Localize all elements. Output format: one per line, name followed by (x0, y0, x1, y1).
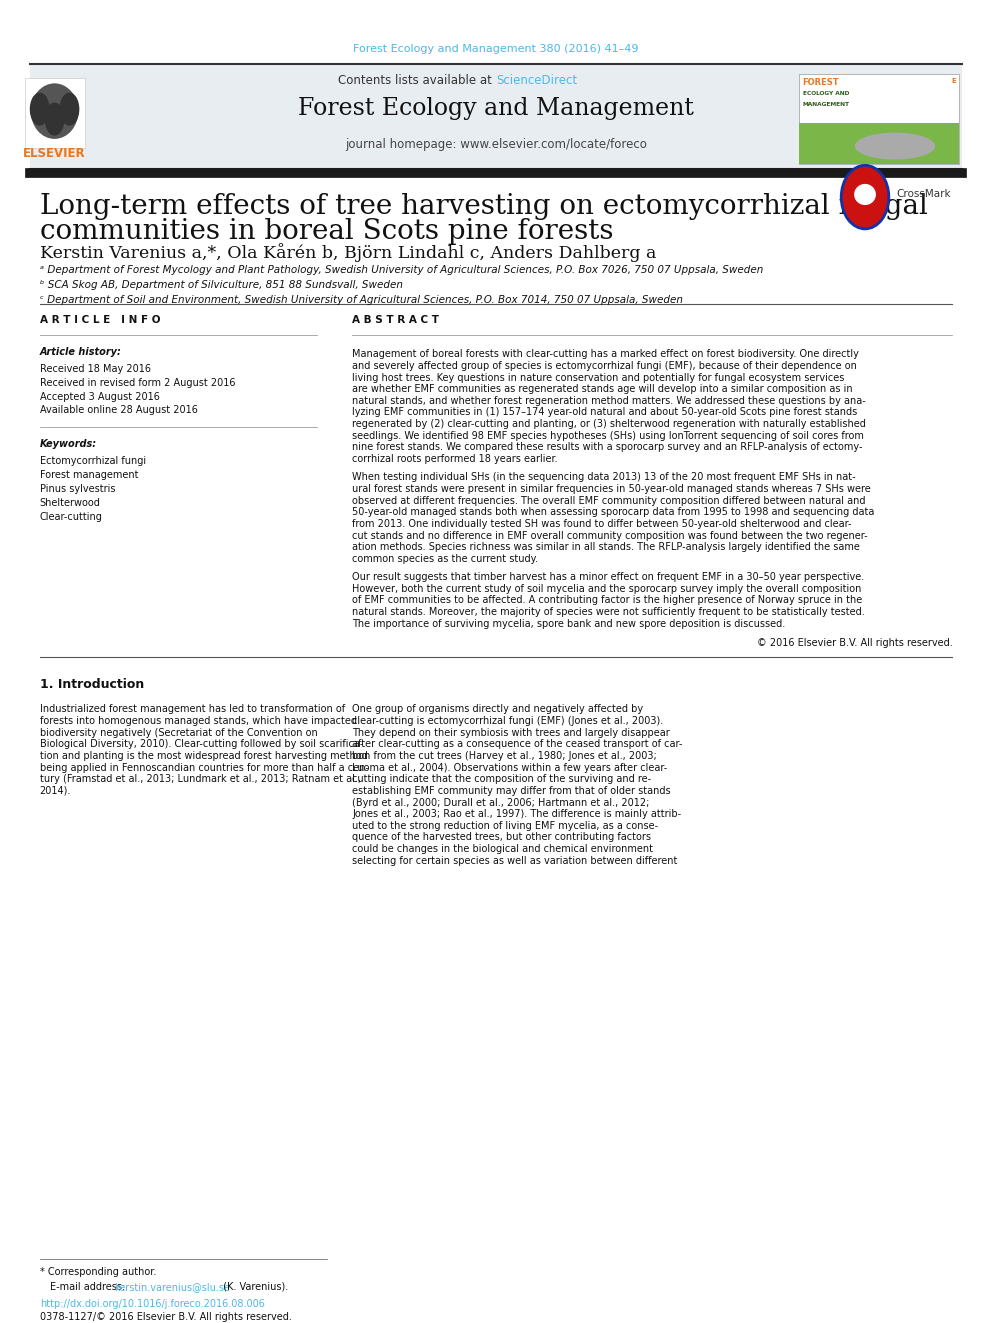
Text: observed at different frequencies. The overall EMF community composition differe: observed at different frequencies. The o… (352, 496, 866, 505)
Text: uted to the strong reduction of living EMF mycelia, as a conse-: uted to the strong reduction of living E… (352, 820, 659, 831)
Text: (Byrd et al., 2000; Durall et al., 2006; Hartmann et al., 2012;: (Byrd et al., 2000; Durall et al., 2006;… (352, 798, 650, 807)
Text: communities in boreal Scots pine forests: communities in boreal Scots pine forests (40, 218, 613, 245)
FancyBboxPatch shape (25, 78, 85, 148)
Text: ECOLOGY AND: ECOLOGY AND (803, 91, 849, 97)
Text: A R T I C L E   I N F O: A R T I C L E I N F O (40, 315, 160, 325)
Text: E-mail address:: E-mail address: (50, 1282, 128, 1293)
Text: regenerated by (2) clear-cutting and planting, or (3) shelterwood regeneration w: regenerated by (2) clear-cutting and pla… (352, 419, 866, 429)
Text: from 2013. One individually tested SH was found to differ between 50-year-old sh: from 2013. One individually tested SH wa… (352, 519, 852, 529)
Text: The importance of surviving mycelia, spore bank and new spore deposition is disc: The importance of surviving mycelia, spo… (352, 619, 786, 628)
FancyBboxPatch shape (30, 64, 962, 169)
Text: Contents lists available at: Contents lists available at (338, 74, 496, 87)
Text: Biological Diversity, 2010). Clear-cutting followed by soil scarifica-: Biological Diversity, 2010). Clear-cutti… (40, 740, 363, 749)
Text: bon from the cut trees (Harvey et al., 1980; Jones et al., 2003;: bon from the cut trees (Harvey et al., 1… (352, 751, 657, 761)
Text: Jones et al., 2003; Rao et al., 1997). The difference is mainly attrib-: Jones et al., 2003; Rao et al., 1997). T… (352, 810, 682, 819)
Text: 0378-1127/© 2016 Elsevier B.V. All rights reserved.: 0378-1127/© 2016 Elsevier B.V. All right… (40, 1312, 292, 1323)
Text: ural forest stands were present in similar frequencies in 50-year-old managed st: ural forest stands were present in simil… (352, 484, 871, 493)
Text: Forest Ecology and Management: Forest Ecology and Management (298, 97, 694, 119)
Text: © 2016 Elsevier B.V. All rights reserved.: © 2016 Elsevier B.V. All rights reserved… (757, 638, 952, 648)
Text: clear-cutting is ectomycorrhizal fungi (EMF) (Jones et al., 2003).: clear-cutting is ectomycorrhizal fungi (… (352, 716, 664, 726)
Text: lyzing EMF communities in (1) 157–174 year-old natural and about 50-year-old Sco: lyzing EMF communities in (1) 157–174 ye… (352, 407, 857, 418)
Ellipse shape (31, 83, 78, 139)
Text: Forest Ecology and Management 380 (2016) 41–49: Forest Ecology and Management 380 (2016)… (353, 44, 639, 54)
Text: corrhizal roots performed 18 years earlier.: corrhizal roots performed 18 years earli… (352, 454, 558, 464)
Text: Our result suggests that timber harvest has a minor effect on frequent EMF in a : Our result suggests that timber harvest … (352, 572, 864, 582)
Ellipse shape (854, 184, 876, 205)
Text: Management of boreal forests with clear-cutting has a marked effect on forest bi: Management of boreal forests with clear-… (352, 349, 859, 360)
Text: biodiversity negatively (Secretariat of the Convention on: biodiversity negatively (Secretariat of … (40, 728, 317, 738)
Text: journal homepage: www.elsevier.com/locate/foreco: journal homepage: www.elsevier.com/locat… (345, 138, 647, 151)
Text: Luoma et al., 2004). Observations within a few years after clear-: Luoma et al., 2004). Observations within… (352, 762, 668, 773)
Text: cut stands and no difference in EMF overall community composition was found betw: cut stands and no difference in EMF over… (352, 531, 868, 541)
Text: 2014).: 2014). (40, 786, 71, 796)
Text: are whether EMF communities as regenerated stands age will develop into a simila: are whether EMF communities as regenerat… (352, 384, 853, 394)
Text: 50-year-old managed stands both when assessing sporocarp data from 1995 to 1998 : 50-year-old managed stands both when ass… (352, 507, 875, 517)
Text: ᵃ Department of Forest Mycology and Plant Pathology, Swedish University of Agric: ᵃ Department of Forest Mycology and Plan… (40, 265, 763, 275)
Text: * Corresponding author.: * Corresponding author. (40, 1267, 156, 1278)
Text: ation methods. Species richness was similar in all stands. The RFLP-analysis lar: ation methods. Species richness was simi… (352, 542, 860, 552)
Polygon shape (858, 204, 872, 216)
Text: Industrialized forest management has led to transformation of: Industrialized forest management has led… (40, 704, 345, 714)
Text: Received in revised form 2 August 2016: Received in revised form 2 August 2016 (40, 378, 235, 388)
Ellipse shape (30, 93, 50, 126)
Text: Forest management: Forest management (40, 471, 138, 480)
Text: Shelterwood: Shelterwood (40, 499, 100, 508)
Text: Article history:: Article history: (40, 347, 122, 357)
Text: cutting indicate that the composition of the surviving and re-: cutting indicate that the composition of… (352, 774, 652, 785)
Text: When testing individual SHs (in the sequencing data 2013) 13 of the 20 most freq: When testing individual SHs (in the sequ… (352, 472, 856, 483)
Text: common species as the current study.: common species as the current study. (352, 554, 538, 564)
Text: However, both the current study of soil mycelia and the sporocarp survey imply t: However, both the current study of soil … (352, 583, 861, 594)
Text: living host trees. Key questions in nature conservation and potentially for fung: living host trees. Key questions in natu… (352, 373, 844, 382)
Text: Keywords:: Keywords: (40, 439, 97, 450)
Text: One group of organisms directly and negatively affected by: One group of organisms directly and nega… (352, 704, 643, 714)
Text: 1. Introduction: 1. Introduction (40, 677, 144, 691)
Text: Accepted 3 August 2016: Accepted 3 August 2016 (40, 392, 160, 402)
Text: They depend on their symbiosis with trees and largely disappear: They depend on their symbiosis with tree… (352, 728, 670, 738)
Text: Available online 28 August 2016: Available online 28 August 2016 (40, 405, 197, 415)
Text: Pinus sylvestris: Pinus sylvestris (40, 484, 115, 495)
Text: CrossMark: CrossMark (897, 189, 951, 200)
Text: natural stands. Moreover, the majority of species were not sufficiently frequent: natural stands. Moreover, the majority o… (352, 607, 865, 617)
Text: establishing EMF community may differ from that of older stands: establishing EMF community may differ fr… (352, 786, 671, 796)
Text: tion and planting is the most widespread forest harvesting method: tion and planting is the most widespread… (40, 751, 367, 761)
Text: selecting for certain species as well as variation between different: selecting for certain species as well as… (352, 856, 678, 865)
FancyBboxPatch shape (799, 74, 959, 164)
Text: being applied in Fennoscandian countries for more than half a cen-: being applied in Fennoscandian countries… (40, 762, 369, 773)
Text: nine forest stands. We compared these results with a sporocarp survey and an RFL: nine forest stands. We compared these re… (352, 442, 863, 452)
Text: ELSEVIER: ELSEVIER (23, 147, 86, 160)
Text: ScienceDirect: ScienceDirect (496, 74, 577, 87)
Text: E: E (951, 78, 956, 85)
FancyBboxPatch shape (799, 123, 959, 164)
Text: after clear-cutting as a consequence of the ceased transport of car-: after clear-cutting as a consequence of … (352, 740, 682, 749)
Text: natural stands, and whether forest regeneration method matters. We addressed the: natural stands, and whether forest regen… (352, 396, 866, 406)
Circle shape (841, 165, 889, 229)
Text: Kerstin Varenius a,*, Ola Kårén b, Björn Lindahl c, Anders Dahlberg a: Kerstin Varenius a,*, Ola Kårén b, Björn… (40, 243, 656, 262)
Text: Clear-cutting: Clear-cutting (40, 512, 102, 523)
Ellipse shape (45, 103, 64, 135)
Text: MANAGEMENT: MANAGEMENT (803, 102, 849, 107)
Text: of EMF communities to be affected. A contributing factor is the higher presence : of EMF communities to be affected. A con… (352, 595, 862, 606)
Text: Received 18 May 2016: Received 18 May 2016 (40, 364, 151, 374)
Text: could be changes in the biological and chemical environment: could be changes in the biological and c… (352, 844, 653, 855)
Text: ᵇ SCA Skog AB, Department of Silviculture, 851 88 Sundsvall, Sweden: ᵇ SCA Skog AB, Department of Silvicultur… (40, 279, 403, 290)
Text: kerstin.varenius@slu.se: kerstin.varenius@slu.se (114, 1282, 230, 1293)
Text: Long-term effects of tree harvesting on ectomycorrhizal fungal: Long-term effects of tree harvesting on … (40, 193, 928, 220)
Text: forests into homogenous managed stands, which have impacted: forests into homogenous managed stands, … (40, 716, 357, 726)
Text: quence of the harvested trees, but other contributing factors: quence of the harvested trees, but other… (352, 832, 651, 843)
Text: and severely affected group of species is ectomycorrhizal fungi (EMF), because o: and severely affected group of species i… (352, 361, 857, 370)
Text: FOREST: FOREST (803, 78, 839, 87)
Text: Ectomycorrhizal fungi: Ectomycorrhizal fungi (40, 456, 146, 467)
Ellipse shape (855, 132, 935, 160)
Ellipse shape (60, 93, 79, 126)
Text: A B S T R A C T: A B S T R A C T (352, 315, 439, 325)
Text: tury (Framstad et al., 2013; Lundmark et al., 2013; Ratnam et al.,: tury (Framstad et al., 2013; Lundmark et… (40, 774, 361, 785)
Text: ᶜ Department of Soil and Environment, Swedish University of Agricultural Science: ᶜ Department of Soil and Environment, Sw… (40, 295, 682, 306)
Text: seedlings. We identified 98 EMF species hypotheses (SHs) using IonTorrent sequen: seedlings. We identified 98 EMF species … (352, 431, 864, 441)
Text: (K. Varenius).: (K. Varenius). (220, 1282, 289, 1293)
Text: http://dx.doi.org/10.1016/j.foreco.2016.08.006: http://dx.doi.org/10.1016/j.foreco.2016.… (40, 1299, 265, 1310)
